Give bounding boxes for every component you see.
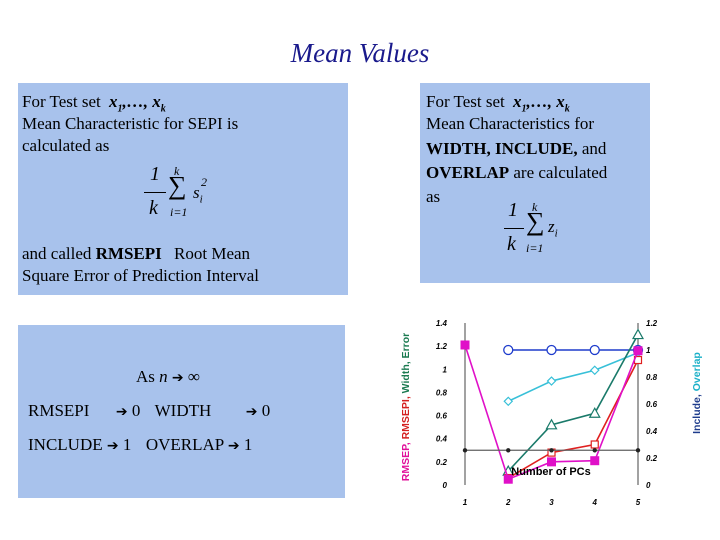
x-axis-label: Number of PCs [511, 466, 590, 478]
diamond-marker [503, 396, 514, 407]
limits-box: As n ➔ ∞ RMSEPI ➔ 0 WIDTH ➔ 0 INCLUDE ➔ … [18, 325, 345, 498]
mean-characteristic-line: Mean Characteristic for SEPI is [22, 114, 239, 133]
triangle-marker [588, 407, 601, 418]
formula-term-right: zi [548, 217, 558, 240]
formula-term: si [193, 183, 203, 206]
test-set-label: For Test set [22, 92, 101, 111]
filled-square-marker [503, 474, 513, 484]
sum-symbol: ∑ [168, 171, 187, 200]
dot-marker [506, 448, 511, 453]
test-set-line-right: For Test set x1,…, xk [426, 92, 570, 115]
right-tick-label: 0.8 [646, 373, 658, 382]
x-tick-label: 4 [592, 498, 598, 507]
left-tick-label: 0.4 [436, 435, 448, 444]
left-tick-label: 0.2 [436, 458, 448, 467]
circle-marker [503, 344, 514, 356]
diamond-marker [546, 376, 557, 386]
formula-numerator-right: 1 [508, 199, 518, 221]
rmsepi-label: RMSEPI [28, 401, 90, 420]
chart-series [460, 328, 645, 484]
overlap-label: OVERLAP [145, 435, 224, 454]
axis-label-part: Overlap [691, 352, 703, 394]
right-tick-label: 1 [646, 346, 651, 355]
pcs-line-chart: 0 0.2 0.4 0.6 0.8 1 1.2 1.4 0 0.2 0.4 0.6 0.8 1 1.2 1 2 3… [400, 319, 703, 507]
right-tick-label: 0.6 [646, 400, 658, 409]
include-overlap-limit: INCLUDE ➔ 1 OVERLAP ➔ 1 [28, 435, 253, 454]
sum-symbol-right: ∑ [526, 207, 545, 236]
square-marker [590, 440, 599, 449]
page-title: Mean Values [290, 38, 430, 68]
sum-lower-limit: i=1 [170, 205, 188, 219]
as-line: as [426, 187, 441, 206]
series-line [507, 334, 639, 472]
fraction-bar-right [504, 228, 524, 229]
right-tick-label: 0 [646, 481, 651, 490]
left-tick-label: 0.8 [436, 388, 448, 397]
filled-square-marker [590, 456, 600, 466]
circle-marker [589, 344, 600, 356]
dot-marker [549, 448, 554, 453]
x-tick-label: 5 [636, 498, 641, 507]
fraction-bar [144, 192, 166, 193]
dot-marker [635, 448, 641, 453]
rmsepi-definition-box: For Test set x1,…, xk Mean Characteristi… [18, 83, 348, 295]
sum-upper-limit: k [174, 164, 180, 178]
right-tick-label: 0.4 [646, 427, 658, 436]
filled-square-marker [460, 340, 470, 350]
left-tick-label: 0 [443, 481, 448, 490]
axis-label-part: RMSEPI, [400, 396, 412, 442]
sum-upper-limit-right: k [532, 200, 538, 214]
series-line [507, 351, 639, 403]
metrics-names-line: WIDTH, INCLUDE, and [426, 139, 607, 158]
x-tick-label: 3 [549, 498, 554, 507]
diamond-marker [589, 365, 600, 376]
filled-square-marker [633, 346, 643, 356]
include-label: INCLUDE [28, 435, 103, 454]
test-set-vars: x1,…, xk [109, 92, 166, 115]
left-tick-label: 0.6 [436, 412, 448, 421]
series-line [507, 359, 639, 479]
definition-line: Square Error of Prediction Interval [22, 266, 259, 285]
mean-characteristics-line: Mean Characteristics for [426, 114, 595, 133]
axis-label-part: Include, [691, 394, 703, 434]
test-set-vars-right: x1,…, xk [513, 92, 570, 115]
x-tick-label: 2 [505, 498, 511, 507]
filled-square-marker [547, 457, 556, 467]
left-tick-label: 1 [443, 365, 448, 374]
test-set-line: For Test set x1,…, xk [22, 91, 166, 120]
formula-denominator-right: k [507, 233, 516, 255]
formula-exponent: 2 [201, 175, 207, 189]
left-tick-label: 1.2 [436, 342, 448, 351]
left-y-axis-label: RMSEP, RMSEPI, Width, Error [400, 333, 412, 482]
dot-marker [592, 448, 597, 453]
triangle-marker [545, 418, 558, 430]
sum-lower-limit-right: i=1 [526, 241, 544, 255]
right-y-axis-label: Include, Overlap [691, 352, 703, 434]
calculated-as-line: calculated as [22, 136, 110, 155]
overlap-line: OVERLAP are calculated [426, 163, 608, 182]
right-tick-label: 1.2 [646, 319, 658, 328]
as-n-infinity: As n ➔ ∞ [136, 367, 201, 386]
axis-label-part: Width, Error [400, 333, 412, 397]
right-tick-label: 0.2 [646, 454, 658, 463]
left-tick-label: 1.4 [436, 319, 448, 328]
called-line: and called RMSEPI Root Mean [22, 244, 251, 263]
x-tick-label: 1 [463, 498, 468, 507]
width-label: WIDTH [154, 401, 212, 420]
formula-denominator: k [149, 197, 158, 219]
dot-marker [462, 448, 468, 453]
formula-numerator: 1 [150, 163, 160, 185]
metrics-definition-box: For Test set x1,…, xk Mean Characteristi… [420, 83, 650, 283]
circle-marker [546, 344, 557, 356]
axis-label-part: RMSEP, [400, 442, 412, 481]
rmsepi-width-limit: RMSEPI ➔ 0 WIDTH ➔ 0 [28, 401, 271, 420]
triangle-marker [631, 328, 645, 340]
